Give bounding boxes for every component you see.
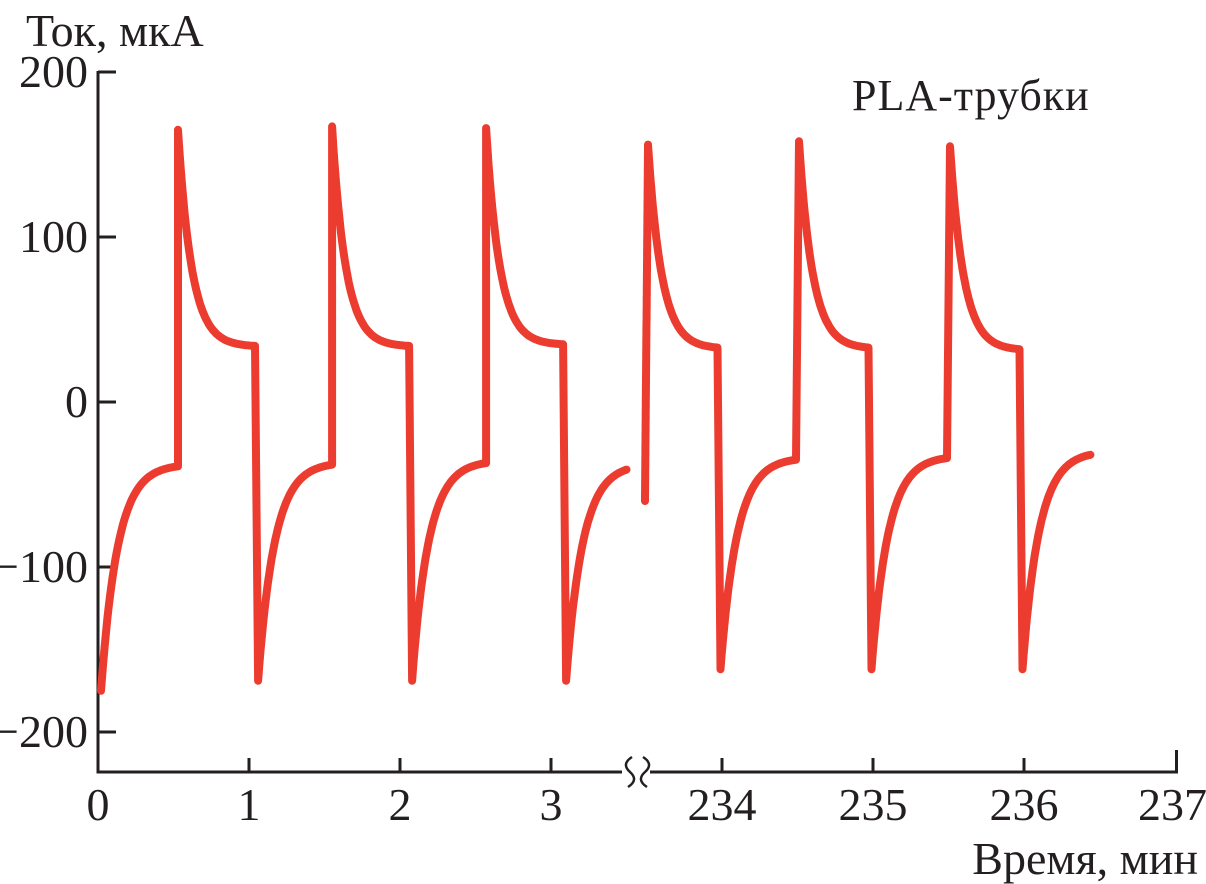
x-tick-label: 2 bbox=[389, 779, 412, 830]
x-tick-label: 234 bbox=[688, 779, 757, 830]
axis-break-icon bbox=[626, 757, 649, 787]
x-tick-label: 3 bbox=[540, 779, 563, 830]
waveform-series bbox=[101, 126, 1090, 690]
x-tick-label: 1 bbox=[238, 779, 261, 830]
y-tick-label: −100 bbox=[0, 541, 88, 592]
x-tick-label: 237 bbox=[1138, 779, 1206, 830]
waveform-path-left bbox=[101, 126, 627, 690]
x-tick-label: 235 bbox=[839, 779, 908, 830]
y-tick-label: 100 bbox=[19, 211, 88, 262]
y-tick-labels: 200 100 0 −100 −200 bbox=[0, 46, 88, 757]
y-tick-label: 0 bbox=[65, 376, 88, 427]
x-ticks bbox=[98, 750, 1177, 772]
y-tick-label: −200 bbox=[0, 706, 88, 757]
x-tick-label: 0 bbox=[87, 779, 110, 830]
x-tick-label: 236 bbox=[990, 779, 1059, 830]
waveform-path-right bbox=[645, 141, 1090, 669]
y-tick-label: 200 bbox=[19, 46, 88, 97]
